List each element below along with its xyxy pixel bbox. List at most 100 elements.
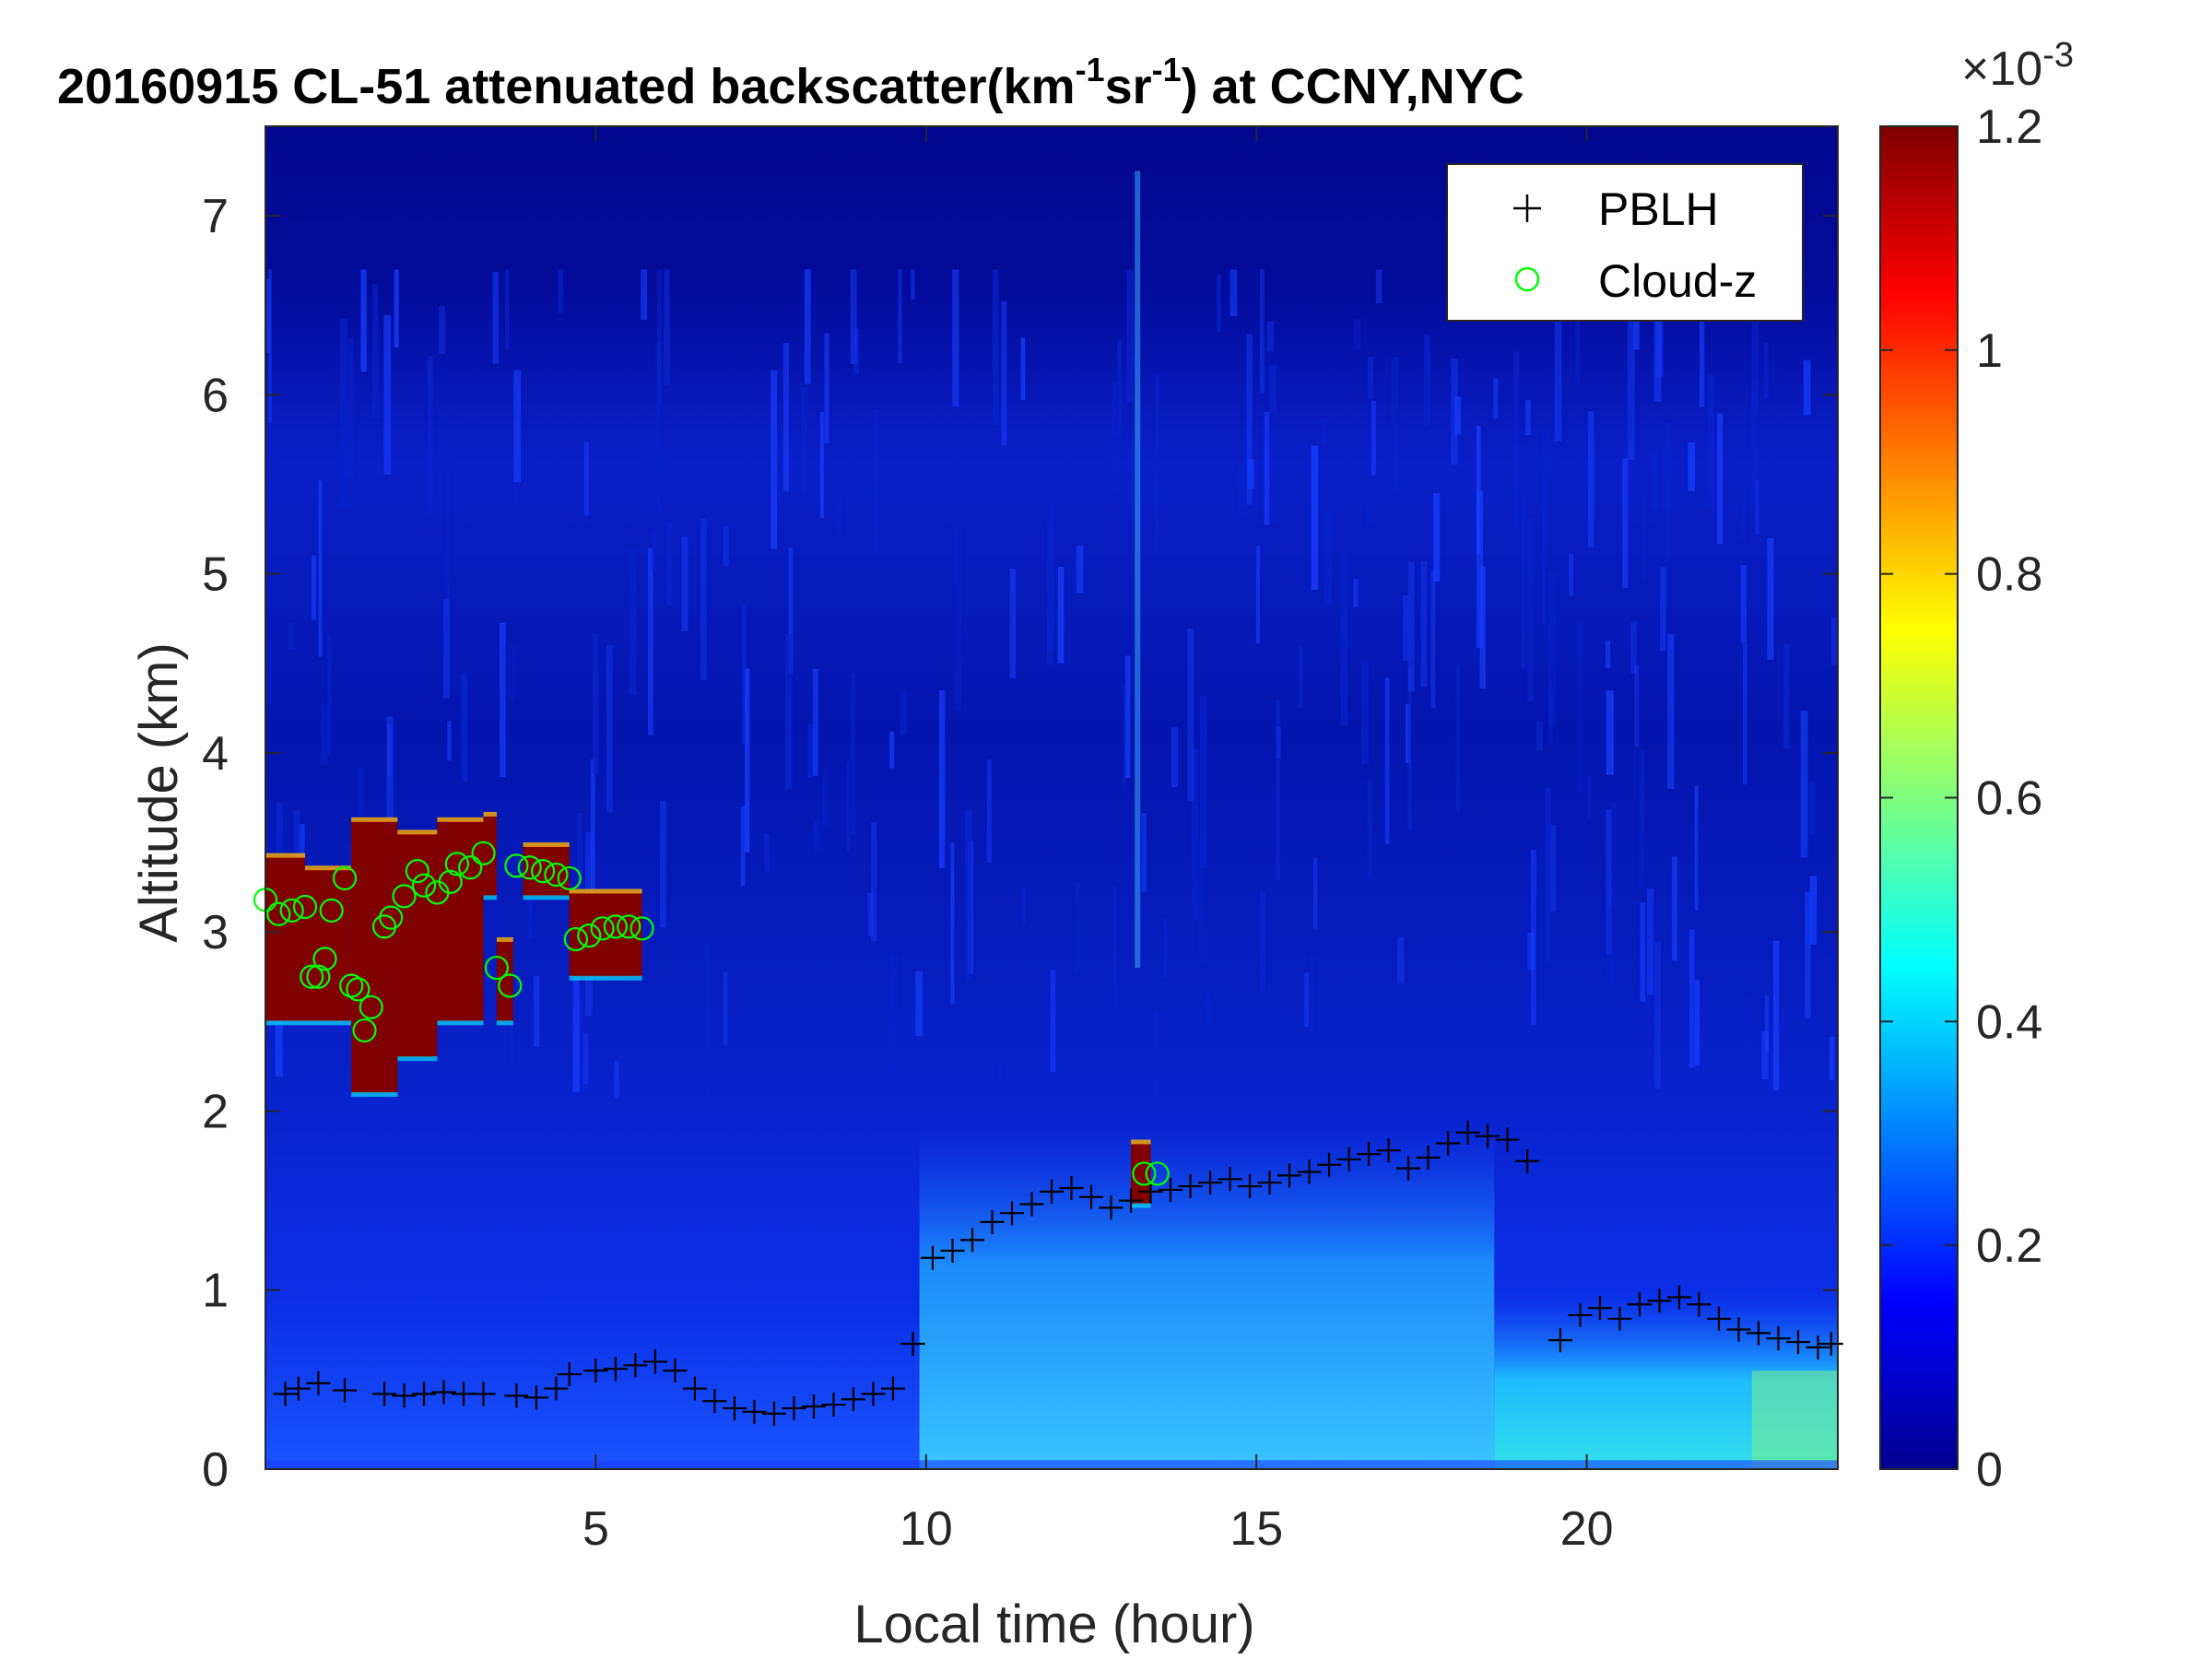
backscatter-streak	[1230, 269, 1238, 316]
pblh-point	[1547, 1328, 1572, 1353]
pblh-point	[801, 1394, 826, 1419]
cloudz-point	[603, 914, 629, 939]
pblh-point	[1317, 1152, 1342, 1177]
pblh-point	[1746, 1321, 1771, 1346]
backscatter-streak	[327, 634, 332, 757]
backscatter-streak	[1644, 938, 1653, 1016]
surface-strip	[265, 1460, 1838, 1469]
backscatter-streak	[1371, 400, 1376, 476]
cloudz-point	[292, 894, 318, 920]
backscatter-streak	[1259, 269, 1265, 394]
colorbar-ticks: 0 0.2 0.4 0.6 0.8 1 1.2	[1880, 100, 2042, 1497]
colorbar-tick-label: 1.2	[1976, 100, 2042, 154]
pblh-point	[980, 1209, 1005, 1234]
cloudz-point	[306, 964, 331, 989]
backscatter-streak	[1634, 665, 1640, 747]
backscatter-streak	[1430, 570, 1436, 709]
backscatter-streak	[1312, 857, 1318, 929]
cloudz-point	[279, 898, 304, 923]
backscatter-streak	[1423, 335, 1430, 427]
backscatter-streak	[1451, 359, 1458, 465]
backscatter-streak	[846, 761, 851, 852]
pblh-point	[1019, 1192, 1044, 1217]
cloudz-point	[346, 977, 371, 1002]
backscatter-streak	[1057, 567, 1065, 664]
backscatter-streak	[992, 269, 999, 426]
backscatter-streak	[1171, 727, 1179, 788]
backscatter-streak	[1246, 334, 1253, 505]
pblh-point	[583, 1359, 608, 1383]
pblh-point	[1277, 1163, 1302, 1188]
cloud-edge-bottom	[437, 1020, 484, 1026]
backscatter-streak	[1653, 269, 1662, 402]
backscatter-streak	[1607, 909, 1613, 983]
colorbar-tick-label: 0.8	[1976, 548, 2042, 602]
spike-column	[1135, 171, 1141, 969]
backscatter-streak	[1266, 321, 1275, 352]
y-tick-label: 3	[202, 906, 229, 959]
backscatter-streak	[723, 971, 728, 1046]
backscatter-streak	[1141, 812, 1147, 892]
cloud-edge-bottom	[569, 975, 642, 981]
backscatter-streak	[911, 269, 915, 300]
chart-title: 20160915 CL-51 attenuated backscatter(km…	[57, 51, 1524, 114]
backscatter-streak	[1542, 476, 1547, 624]
backscatter-streak	[800, 387, 808, 493]
pblh-point	[663, 1359, 688, 1383]
backscatter-streak	[1767, 537, 1774, 660]
backscatter-streak	[1527, 516, 1535, 701]
backscatter-streak	[267, 269, 272, 423]
backscatter-streak	[386, 716, 394, 896]
backscatter-streak	[1046, 523, 1053, 665]
backscatter-streak	[1269, 365, 1277, 416]
backscatter-streak	[1311, 445, 1319, 590]
y-tick-label: 0	[202, 1443, 229, 1497]
backscatter-streak	[1587, 411, 1594, 548]
pblh-point	[1218, 1167, 1242, 1192]
backscatter-streak	[1740, 490, 1747, 542]
backscatter-streak	[1707, 375, 1715, 509]
backscatter-streak	[387, 724, 392, 776]
backscatter-streak	[1122, 686, 1126, 793]
backscatter-streak	[1830, 1036, 1835, 1081]
backscatter-streak	[851, 673, 856, 835]
backscatter-streak	[371, 284, 379, 418]
cloud-edge-bottom	[496, 1020, 513, 1026]
backscatter-streak	[785, 633, 793, 789]
y-tick-label: 6	[202, 369, 229, 422]
backscatter-streak	[1660, 567, 1666, 652]
backscatter-streak	[509, 644, 515, 701]
backscatter-streak	[1664, 482, 1670, 511]
backscatter-streak	[445, 455, 450, 604]
backscatter-streak	[1112, 382, 1117, 493]
pblh-point	[861, 1382, 886, 1406]
cloudz-point	[339, 973, 364, 998]
backscatter-streak	[1830, 618, 1837, 665]
pblh-point	[1806, 1335, 1830, 1359]
pblh-point	[1257, 1171, 1282, 1195]
cloudz-point	[590, 916, 615, 941]
pblh-point	[1476, 1124, 1500, 1148]
backscatter-streak	[954, 528, 962, 711]
pblh-point	[940, 1238, 965, 1263]
backscatter-streak	[1622, 458, 1629, 588]
colorbar-tick-label: 0.6	[1976, 772, 2042, 826]
backscatter-streak	[1548, 690, 1553, 744]
backscatter-streak	[1626, 381, 1632, 441]
backscatter-streak	[1075, 882, 1080, 975]
pblh-point	[1436, 1131, 1461, 1156]
backscatter-streak	[1304, 972, 1310, 1028]
backscatter-streak	[1237, 464, 1245, 517]
backscatter-streak	[1124, 655, 1131, 779]
backscatter-streak	[1354, 319, 1361, 350]
backscatter-streak	[1199, 696, 1207, 868]
backscatter-streak	[1310, 955, 1315, 1056]
backscatter-streak	[819, 411, 824, 518]
backscatter-streak	[1671, 856, 1677, 961]
backscatter-streak	[320, 704, 328, 766]
pblh-point	[306, 1371, 331, 1395]
cloudz-point	[577, 923, 602, 948]
backscatter-streak	[533, 975, 540, 1047]
backscatter-streak	[1610, 801, 1617, 986]
cloud-edge-top	[305, 865, 352, 871]
